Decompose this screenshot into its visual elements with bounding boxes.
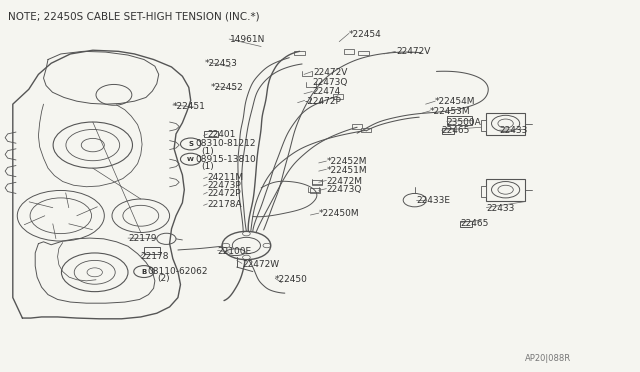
Ellipse shape	[226, 249, 245, 256]
Text: 22472W: 22472W	[242, 260, 279, 269]
Text: (2): (2)	[157, 275, 170, 283]
Text: S: S	[188, 141, 193, 147]
Text: B: B	[141, 269, 147, 275]
Bar	[442, 128, 454, 134]
Bar	[486, 179, 525, 201]
Text: 08110-62062: 08110-62062	[147, 267, 208, 276]
Text: *22454: *22454	[349, 30, 381, 39]
Bar	[481, 120, 486, 131]
Bar	[460, 221, 472, 227]
Text: 22401: 22401	[207, 130, 236, 139]
Text: 22473P: 22473P	[207, 181, 241, 190]
Text: 22472M: 22472M	[326, 177, 362, 186]
Text: *22453: *22453	[205, 59, 237, 68]
Bar	[481, 186, 486, 197]
Text: *22450M: *22450M	[319, 209, 359, 218]
Bar	[144, 247, 160, 254]
Text: -22472P: -22472P	[305, 97, 342, 106]
Text: 23500A: 23500A	[447, 118, 481, 126]
Text: AP20|088R: AP20|088R	[525, 354, 571, 363]
Text: *22450: *22450	[275, 275, 308, 283]
Text: 08310-81212: 08310-81212	[196, 140, 257, 148]
Text: *22453M: *22453M	[430, 107, 470, 116]
Text: 22178: 22178	[141, 252, 170, 261]
Text: *22451M: *22451M	[326, 166, 367, 174]
Text: 08915-13810: 08915-13810	[196, 155, 257, 164]
Bar	[204, 131, 218, 137]
Text: *22452: *22452	[211, 83, 244, 92]
Bar	[333, 94, 343, 99]
Text: (1): (1)	[202, 147, 214, 156]
Text: 22179: 22179	[128, 234, 157, 243]
Text: 22472P: 22472P	[207, 189, 241, 198]
Bar	[312, 180, 322, 185]
Text: 22433: 22433	[486, 204, 515, 213]
Text: *22452M: *22452M	[326, 157, 367, 166]
Text: *22454M: *22454M	[435, 97, 476, 106]
Bar	[447, 116, 472, 125]
Text: 22100E: 22100E	[218, 247, 252, 256]
Text: 22474: 22474	[312, 87, 340, 96]
Text: 24211M: 24211M	[207, 173, 243, 182]
Text: *22451: *22451	[173, 102, 205, 110]
Text: 22472V: 22472V	[314, 68, 348, 77]
Text: 22433E: 22433E	[416, 196, 450, 205]
Text: NOTE; 22450S CABLE SET-HIGH TENSION (INC.*): NOTE; 22450S CABLE SET-HIGH TENSION (INC…	[8, 12, 259, 22]
Text: 22473Q: 22473Q	[326, 185, 362, 194]
Text: 22472V: 22472V	[397, 47, 431, 56]
Bar	[361, 128, 371, 132]
Text: 22465: 22465	[442, 126, 470, 135]
Bar	[344, 49, 354, 54]
Text: (1): (1)	[202, 162, 214, 171]
Text: 22473Q: 22473Q	[312, 78, 348, 87]
Bar	[358, 51, 369, 55]
Bar	[352, 124, 362, 129]
Text: 22465: 22465	[461, 219, 489, 228]
Text: 14961N: 14961N	[230, 35, 266, 44]
Text: W: W	[188, 157, 194, 162]
Bar	[486, 113, 525, 135]
Bar	[294, 51, 305, 55]
Text: 22178A: 22178A	[207, 200, 242, 209]
Text: 22433: 22433	[499, 126, 527, 135]
Bar	[310, 188, 320, 193]
